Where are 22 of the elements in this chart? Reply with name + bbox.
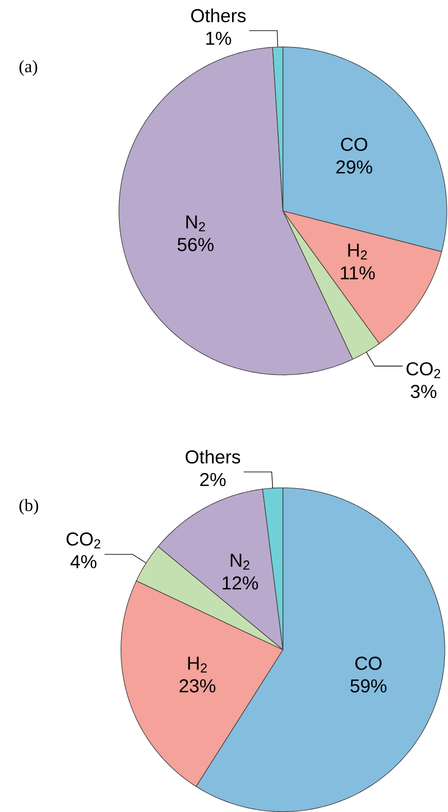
text: (b) [20,498,38,515]
slice-label: N$_{2}$ [186,216,206,232]
slice-label: CO [341,138,368,151]
slice-label: CO$_{2}$ [406,362,440,378]
slice-label: CO$_{2}$ [66,532,100,548]
slice-label: N$_{2}$ [230,554,250,570]
slice-label: CO [355,656,382,670]
data-label: 12% [222,576,258,590]
data-label: 29% [336,160,372,174]
data-label: 1% [206,32,232,45]
slice-label: H$_{2}$ [188,656,207,672]
data-label: 3% [410,384,436,398]
slice-label: Others [191,8,246,22]
text: (a) [20,60,38,76]
data-label: 11% [340,266,375,280]
data-label: 59% [350,679,387,693]
slice-label: Others [186,450,240,464]
slice-label: H$_{2}$ [348,244,367,260]
data-label: 56% [178,238,214,252]
data-label: 23% [180,679,216,692]
data-label: 4% [70,555,97,568]
data-label: 2% [200,472,226,486]
